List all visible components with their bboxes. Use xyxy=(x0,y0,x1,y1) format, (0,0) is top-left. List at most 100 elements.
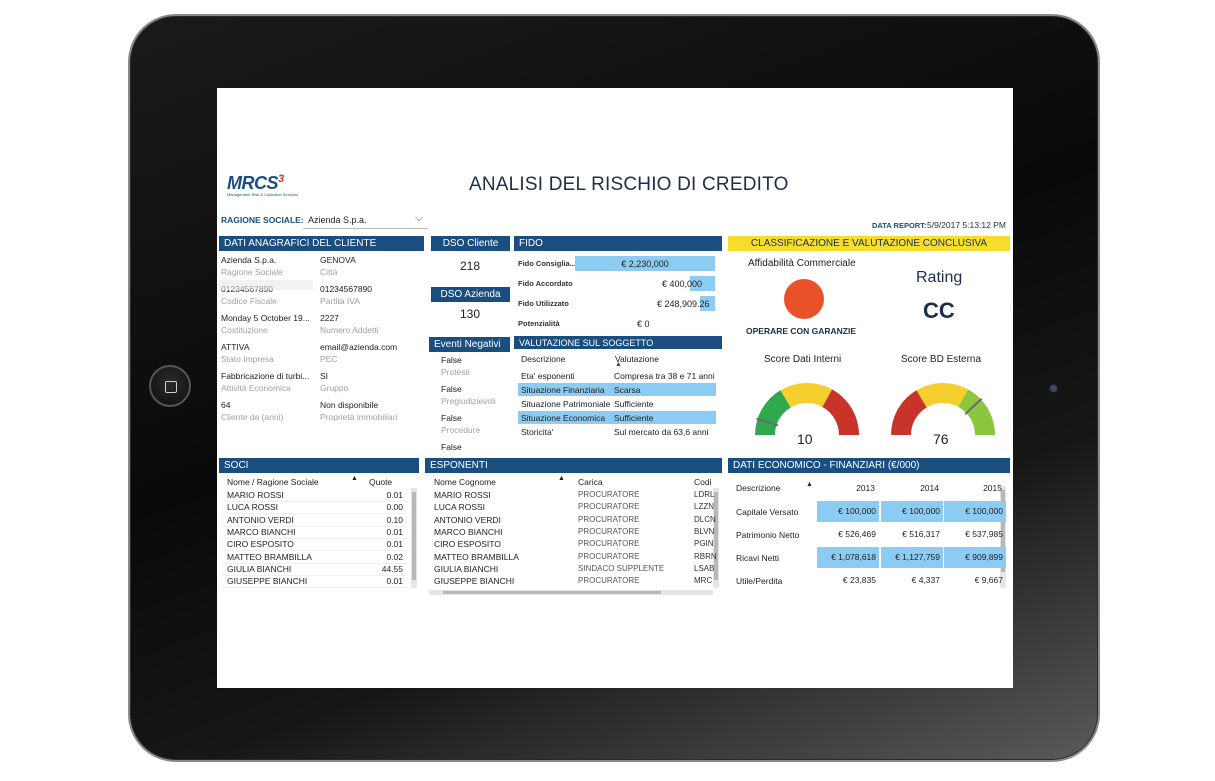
soci-scrollbar[interactable] xyxy=(411,488,417,588)
score-esterna-value: 76 xyxy=(933,431,949,447)
anagrafica-value: email@azienda.com xyxy=(320,342,398,352)
esponenti-header: ESPONENTI xyxy=(425,458,722,473)
economici-descrizione: Capitale Versato xyxy=(736,507,799,517)
dso-cliente-header: DSO Cliente xyxy=(431,236,510,251)
valutazione-descrizione: Eta' esponenti xyxy=(521,371,575,381)
dso-azienda-header: DSO Azienda xyxy=(431,287,510,302)
anagrafica-value: 64 xyxy=(221,400,231,410)
esponente-carica: PROCURATORE xyxy=(578,490,640,499)
soci-row-divider xyxy=(221,550,409,552)
evento-value: False xyxy=(441,442,462,452)
fido-value: € 2,230,000 xyxy=(621,259,669,269)
soci-nome: MARIO ROSSI xyxy=(227,490,284,500)
tablet-home-button[interactable] xyxy=(149,365,191,407)
anagrafica-label: PEC xyxy=(320,354,338,364)
sort-up-icon[interactable]: ▲ xyxy=(615,361,622,368)
valutazione-valore: Compresa tra 38 e 71 anni xyxy=(614,371,715,381)
anagrafica-header: DATI ANAGRAFICI DEL CLIENTE xyxy=(219,236,424,251)
esponente-nome: GIUSEPPE BIANCHI xyxy=(434,576,515,587)
economici-valore: € 526,469 xyxy=(838,529,876,539)
esponenti-col-nome[interactable]: Nome Cognome xyxy=(434,477,496,487)
fido-label: Fido Consiglia... xyxy=(518,259,576,268)
soci-col-quote[interactable]: Quote xyxy=(369,477,393,487)
soci-nome: LUCA ROSSI xyxy=(227,502,279,513)
economici-valore: € 1,127,759 xyxy=(881,547,943,568)
dashboard-screen: MRCS3 Management Risk & Collection Servi… xyxy=(217,88,1013,688)
esponente-codice: BLVN xyxy=(694,526,715,536)
economici-col-year[interactable]: 2013 xyxy=(856,483,875,493)
anagrafica-label: Proprietà immobiliari xyxy=(320,412,398,422)
esponente-carica: PROCURATORE xyxy=(578,526,640,536)
score-esterna-label: Score BD Esterna xyxy=(901,354,982,365)
esponente-nome: MARCO BIANCHI xyxy=(434,526,503,537)
economici-col-year[interactable]: 2014 xyxy=(920,483,939,493)
valutazione-descrizione: Situazione Economica xyxy=(521,413,606,423)
soci-nome: CIRO ESPOSITO xyxy=(227,539,294,550)
soci-quota: 0.01 xyxy=(386,576,403,587)
esponente-carica: PROCURATORE xyxy=(578,551,640,561)
score-esterna-gauge xyxy=(891,383,995,435)
gauge-segment xyxy=(916,383,969,408)
anagrafica-label: Attività Economica xyxy=(221,383,291,393)
esponenti-col-codice[interactable]: Codi xyxy=(694,477,712,487)
economici-col-descrizione[interactable]: Descrizione xyxy=(736,483,781,493)
score-interni-label: Score Dati Interni xyxy=(764,354,842,365)
esponente-codice: MRC xyxy=(694,576,713,586)
soci-row-divider xyxy=(221,537,409,539)
valutazione-col-descrizione[interactable]: Descrizione xyxy=(521,354,566,364)
economici-valore: € 4,337 xyxy=(911,575,940,585)
ragione-label: RAGIONE SOCIALE: xyxy=(221,215,304,225)
esponente-codice: LZZN xyxy=(694,502,714,512)
esponente-carica: PROCURATORE xyxy=(578,502,640,512)
esponenti-col-carica[interactable]: Carica xyxy=(578,477,603,487)
economici-scrollbar[interactable] xyxy=(1000,486,1006,588)
soci-header: SOCI xyxy=(219,458,419,473)
esponente-carica: PROCURATORE xyxy=(578,514,640,524)
soci-col-nome[interactable]: Nome / Ragione Sociale xyxy=(227,477,319,487)
anagrafica-label: Gruppo xyxy=(320,383,349,393)
data-report-value: 5/9/2017 5:13:12 PM xyxy=(927,220,1006,230)
evento-value: False xyxy=(441,413,462,423)
esponenti-scrollbar-h[interactable] xyxy=(429,590,713,595)
dso-azienda-value: 130 xyxy=(460,307,481,321)
ragione-dropdown[interactable]: Azienda S.p.a. ⌵ xyxy=(303,210,428,229)
fido-bar xyxy=(700,296,715,311)
economici-col-year[interactable]: 2015 xyxy=(983,483,1002,493)
data-report-label: DATA REPORT: xyxy=(872,221,927,230)
evento-label: Protesti xyxy=(441,367,470,377)
soci-row-divider xyxy=(221,587,409,589)
soci-row-divider xyxy=(221,525,409,527)
sort-up-icon[interactable]: ▲ xyxy=(558,475,565,482)
anagrafica-value: ATTIVA xyxy=(221,342,250,352)
fido-value: € 248,909.26 xyxy=(657,299,710,309)
affidabilita-indicator xyxy=(784,279,824,319)
anagrafica-value: Fabbricazione di turbi... xyxy=(221,371,310,381)
gauge-segment xyxy=(891,390,927,435)
esponente-nome: CIRO ESPOSITO xyxy=(434,539,501,550)
tablet-camera xyxy=(1049,384,1058,393)
sort-up-icon[interactable]: ▲ xyxy=(351,475,358,482)
gauge-needle xyxy=(756,417,779,427)
valutazione-descrizione: Situazione Finanziaria xyxy=(521,385,605,395)
soci-quota: 0.01 xyxy=(386,490,403,500)
esponente-carica: SINDACO SUPPLENTE xyxy=(578,563,665,573)
sort-up-icon[interactable]: ▲ xyxy=(806,481,813,488)
anagrafica-label: Città xyxy=(320,267,338,277)
valutazione-col-valutazione[interactable]: Valutazione xyxy=(615,354,659,364)
anagrafica-value: SI xyxy=(320,371,329,381)
gauge-segment xyxy=(780,383,833,408)
valutazione-valore: Scarsa xyxy=(614,385,641,395)
esponenti-scrollbar-v[interactable] xyxy=(713,488,719,588)
mrcs-logo: MRCS3 xyxy=(227,173,284,193)
soci-quota: 0.00 xyxy=(386,502,403,513)
logo-subtitle: Management Risk & Collection Services xyxy=(227,192,299,197)
valutazione-row-highlight xyxy=(518,383,716,396)
economici-descrizione: Ricavi Netti xyxy=(736,553,779,563)
esponente-nome: MATTEO BRAMBILLA xyxy=(434,551,519,562)
score-interni-value: 10 xyxy=(797,431,813,447)
valutazione-valore: Sul mercato da 63,6 anni xyxy=(614,427,709,437)
esponente-nome: ANTONIO VERDI xyxy=(434,514,501,525)
soci-nome: MATTEO BRAMBILLA xyxy=(227,551,312,562)
evento-label: Procedure xyxy=(441,425,481,435)
fido-value: € 400,000 xyxy=(662,279,703,289)
